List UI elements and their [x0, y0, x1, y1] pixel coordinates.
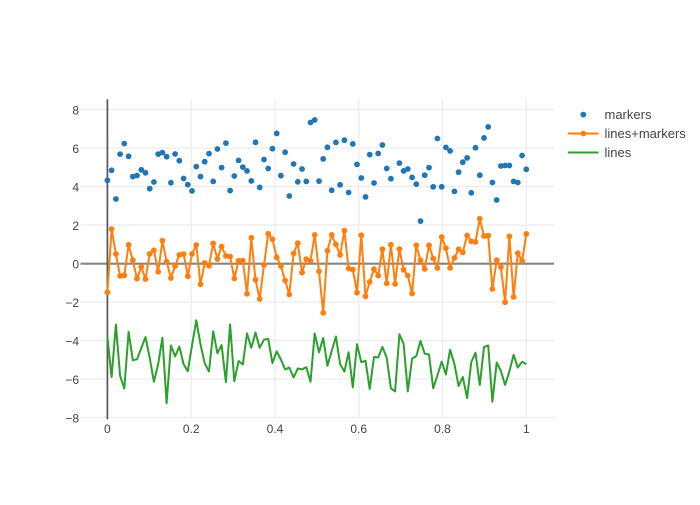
svg-text:4: 4 — [72, 181, 79, 195]
svg-text:−2: −2 — [65, 296, 79, 310]
svg-text:−6: −6 — [65, 373, 79, 387]
svg-text:1: 1 — [523, 422, 530, 436]
svg-text:6: 6 — [72, 142, 79, 156]
svg-text:8: 8 — [72, 104, 79, 118]
svg-text:2: 2 — [72, 219, 79, 233]
svg-text:−8: −8 — [65, 412, 79, 426]
svg-text:lines+markers: lines+markers — [605, 126, 687, 141]
svg-text:0.6: 0.6 — [350, 422, 367, 436]
svg-text:0.8: 0.8 — [434, 422, 451, 436]
svg-text:0.4: 0.4 — [267, 422, 284, 436]
svg-text:0.2: 0.2 — [183, 422, 200, 436]
svg-text:markers: markers — [605, 107, 652, 122]
svg-text:0: 0 — [72, 258, 79, 272]
svg-text:lines: lines — [605, 145, 632, 160]
svg-text:0: 0 — [104, 422, 111, 436]
svg-text:−4: −4 — [65, 335, 79, 349]
